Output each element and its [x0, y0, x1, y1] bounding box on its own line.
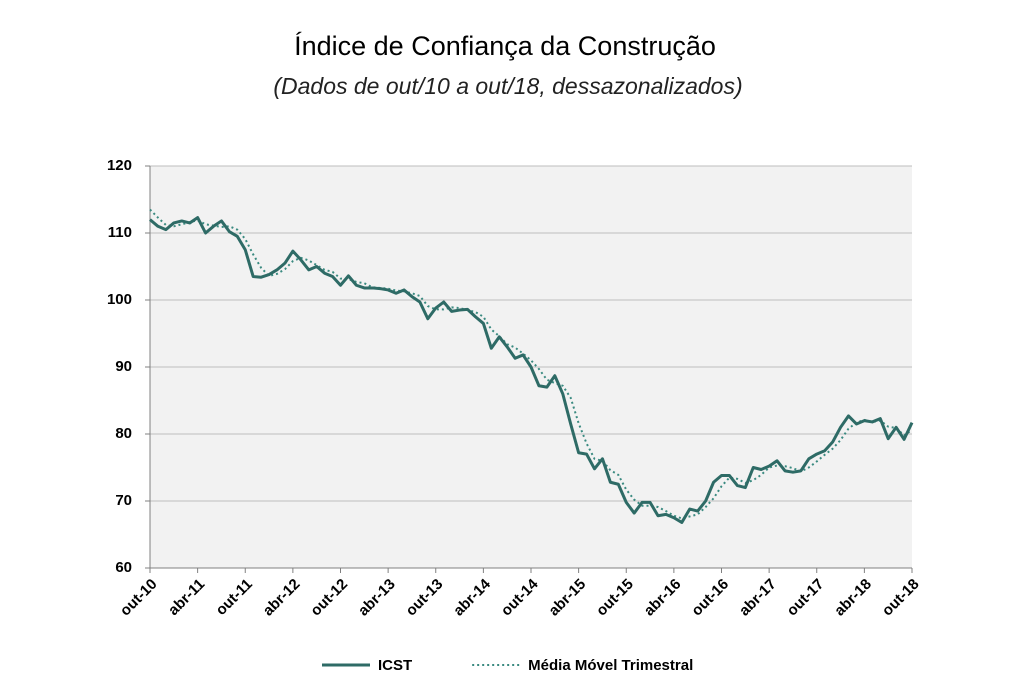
x-tick-label: abr-11	[165, 576, 208, 619]
x-tick-label: abr-13	[355, 576, 399, 620]
x-tick-label: out-12	[307, 576, 351, 620]
y-tick-label: 60	[115, 559, 132, 576]
chart-subtitle: (Dados de out/10 a out/18, dessazonaliza…	[273, 73, 742, 99]
x-tick-label: abr-15	[545, 576, 589, 620]
x-tick-label: out-16	[688, 576, 732, 620]
y-tick-label: 110	[108, 224, 132, 241]
x-tick-label: abr-17	[736, 576, 780, 620]
y-tick-label: 90	[115, 358, 132, 375]
x-tick-label: out-17	[784, 576, 828, 620]
x-tick-label: abr-14	[450, 575, 494, 619]
x-tick-label: abr-18	[831, 576, 875, 620]
y-tick-label: 80	[115, 425, 132, 442]
line-series	[149, 208, 913, 520]
x-tick-label: abr-12	[260, 576, 304, 620]
x-tick-label: out-15	[593, 576, 637, 620]
y-tick-label: 100	[107, 291, 132, 308]
y-tick-label: 70	[115, 492, 132, 509]
x-tick-label: out-11	[213, 576, 256, 619]
legend-label: Média Móvel Trimestral	[528, 657, 693, 674]
chart-title: Índice de Confiança da Construção	[294, 31, 716, 61]
line-series	[149, 216, 914, 524]
x-tick-label: abr-16	[641, 576, 685, 620]
x-tick-label: out-18	[879, 576, 923, 620]
y-tick-label: 120	[107, 157, 132, 174]
x-tick-label: out-14	[498, 575, 542, 619]
x-tick-label: out-10	[117, 576, 161, 620]
legend-label: ICST	[378, 657, 412, 674]
x-tick-label: out-13	[403, 576, 447, 620]
